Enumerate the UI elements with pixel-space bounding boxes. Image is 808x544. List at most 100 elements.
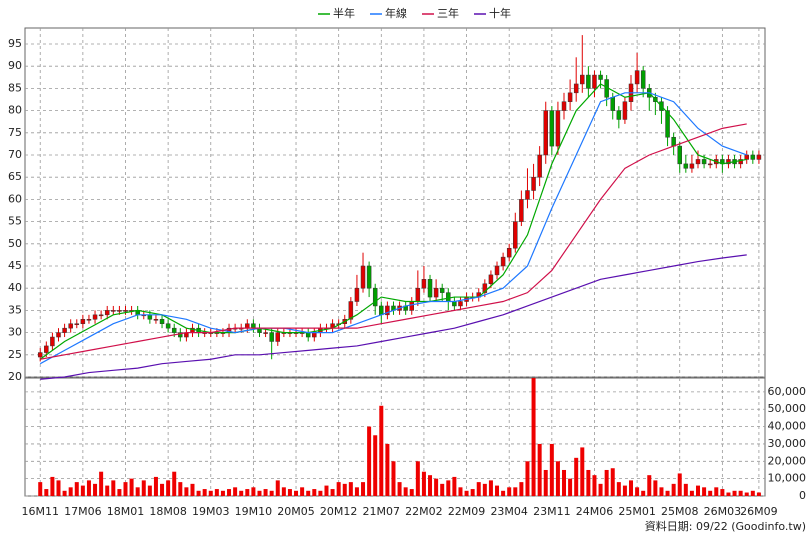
volume-bar: [641, 490, 646, 496]
volume-bar: [488, 480, 493, 496]
volume-bar: [111, 480, 116, 496]
volume-bar: [306, 490, 311, 496]
volume-bar: [415, 461, 420, 496]
candle-body: [74, 323, 80, 325]
candle-body: [421, 279, 427, 289]
candle-body: [98, 314, 104, 317]
volume-tick-label: 60,000: [768, 385, 807, 398]
footnote: 資料日期: 09/22 (Goodinfo.tw): [645, 519, 806, 533]
y-tick-label: 25: [8, 348, 22, 361]
ma-line: [39, 83, 747, 360]
candle-body: [439, 287, 445, 293]
x-tick-label: 19M03: [192, 505, 230, 518]
candle-body: [354, 287, 360, 302]
volume-bar: [531, 378, 536, 496]
volume-bar: [738, 490, 743, 496]
candle-body: [385, 305, 390, 316]
candle-body: [677, 145, 682, 165]
candle-body: [415, 287, 421, 302]
candle-body: [159, 319, 165, 324]
y-tick-label: 75: [8, 126, 22, 139]
y-tick-label: 20: [8, 370, 22, 383]
volume-bar: [501, 490, 506, 496]
volume-bar: [123, 482, 128, 496]
candle-body: [44, 345, 49, 353]
x-tick-label: 16M11: [21, 505, 59, 518]
volume-bar: [214, 489, 219, 496]
candle-body: [671, 136, 676, 147]
volume-bar: [99, 471, 104, 496]
volume-bar: [281, 487, 286, 496]
candle-body: [640, 70, 646, 89]
candle-body: [610, 97, 615, 111]
candle-body: [622, 101, 628, 120]
candle-body: [178, 332, 183, 338]
volume-bar: [135, 487, 140, 496]
volume-bar: [434, 478, 439, 496]
candle-body: [555, 110, 561, 147]
candle-body: [305, 332, 311, 338]
volume-bar: [653, 480, 658, 496]
x-tick-label: 21M07: [363, 505, 401, 518]
x-tick-label: 20M12: [320, 505, 358, 518]
candle-body: [37, 352, 43, 358]
volume-bar: [220, 490, 225, 496]
volume-bar: [373, 435, 378, 496]
candle-body: [549, 110, 555, 147]
volume-tick-label: 50,000: [768, 402, 807, 415]
candle-body: [171, 327, 177, 333]
volume-bar: [495, 485, 500, 496]
y-tick-label: 70: [8, 148, 22, 161]
volume-bar: [166, 480, 171, 496]
candle-body: [537, 154, 542, 178]
candle-body: [573, 83, 579, 94]
volume-bar: [726, 492, 731, 496]
candle-body: [458, 301, 463, 307]
candle-body: [750, 154, 756, 160]
volume-bar: [93, 483, 98, 496]
candle-body: [513, 221, 518, 249]
volume-bar: [452, 476, 457, 496]
candle-body: [616, 110, 622, 120]
y-tick-label: 30: [8, 326, 22, 339]
volume-bar: [56, 480, 61, 496]
candle-body: [580, 74, 585, 85]
y-tick-label: 50: [8, 237, 22, 250]
volume-bar: [647, 475, 652, 496]
x-tick-label: 25M01: [618, 505, 656, 518]
x-tick-label: 22M02: [405, 505, 443, 518]
volume-tick-label: 30,000: [768, 437, 807, 450]
volume-tick-label: 0: [799, 489, 806, 502]
y-tick-label: 60: [8, 192, 22, 205]
volume-bar: [586, 469, 591, 496]
candle-body: [695, 159, 701, 165]
candle-body: [726, 159, 731, 165]
volume-bar: [470, 489, 475, 496]
candle-body: [488, 274, 494, 285]
candle-body: [701, 159, 707, 165]
volume-bar: [683, 483, 688, 496]
candle-body: [738, 159, 743, 165]
candle-body: [452, 301, 457, 307]
volume-bar: [190, 483, 195, 496]
volume-bar: [318, 490, 323, 496]
volume-bar: [421, 471, 426, 496]
volume-bar: [482, 483, 487, 496]
candle-body: [744, 154, 749, 160]
ma-line: [40, 254, 747, 380]
candle-body: [360, 265, 366, 289]
legend-label: 年線: [385, 6, 407, 20]
volume-bar: [105, 485, 110, 496]
volume-bar: [677, 473, 682, 496]
candle-body: [592, 74, 597, 89]
candle-body: [519, 199, 524, 222]
candle-body: [104, 310, 110, 316]
volume-bar: [391, 461, 396, 496]
candle-body: [111, 310, 116, 312]
volume-bar: [696, 485, 701, 496]
candle-body: [500, 256, 506, 267]
candle-body: [80, 319, 86, 324]
volume-tick-label: 20,000: [768, 454, 807, 467]
candle-body: [683, 163, 689, 169]
